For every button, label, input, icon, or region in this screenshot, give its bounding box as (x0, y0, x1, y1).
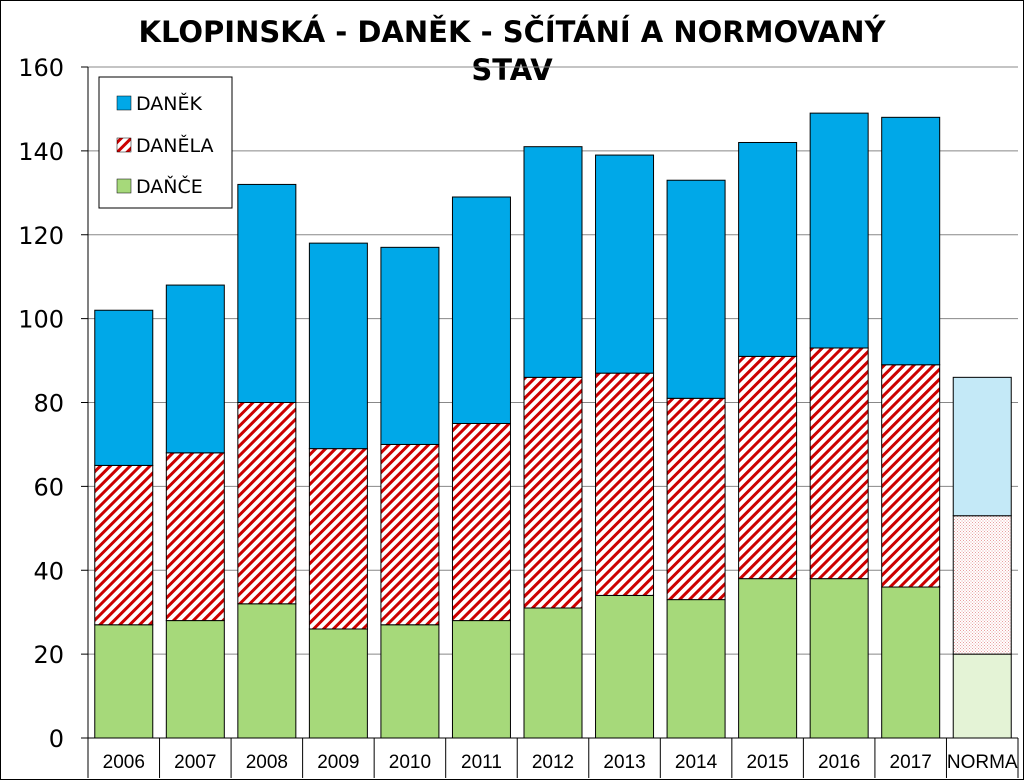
bar-2013-daněk (595, 154, 655, 374)
x-tick-label: 2007 (174, 752, 216, 773)
bar-2017-daněk (881, 116, 941, 366)
bar-2011-daňče (451, 620, 511, 739)
bar-2013-daňče (595, 594, 655, 739)
bar-2016-daňče (809, 578, 869, 739)
bar-2014-daněk (666, 179, 726, 399)
bar-2010-daněla (380, 443, 440, 626)
x-tick-label: 2014 (675, 752, 718, 773)
y-tick-label: 160 (18, 54, 64, 82)
legend-label-danek: DANĚK (136, 92, 203, 115)
bar-2012-daněk (523, 146, 583, 378)
x-tick-label: 2017 (890, 752, 932, 773)
chart-title-line-1: KLOPINSKÁ - DANĚK - SČÍTÁNÍ A NORMOVANÝ (138, 15, 886, 49)
bar-2015-daňče (738, 578, 798, 739)
bars (94, 112, 1012, 739)
bar-2008-daňče (237, 603, 297, 739)
bar-2006-daňče (94, 624, 154, 739)
x-tick-label: 2010 (389, 752, 431, 773)
bar-2009-daněla (308, 448, 368, 630)
bar-2009-daněk (308, 242, 368, 450)
x-tick-label: 2015 (746, 752, 788, 773)
bar-NORMA-daněla (952, 515, 1012, 655)
y-tick-label: 140 (18, 138, 64, 166)
bar-2009-daňče (308, 628, 368, 739)
bar-2015-daněk (738, 141, 798, 357)
bar-2008-daněk (237, 183, 297, 403)
x-tick-label: 2006 (103, 752, 145, 773)
legend-label-danela: DANĚLA (136, 134, 214, 157)
bar-2011-daněla (451, 422, 511, 622)
bar-2007-daněk (165, 284, 225, 454)
bar-2012-daňče (523, 607, 583, 739)
bar-2007-daňče (165, 620, 225, 739)
y-tick-label: 100 (18, 306, 64, 334)
y-tick-label: 80 (33, 390, 64, 418)
x-tick-label: NORMA (947, 752, 1018, 773)
axes (87, 67, 1018, 778)
legend-swatch-dance (116, 178, 132, 194)
y-tick-label: 0 (49, 725, 64, 753)
y-tick-label: 40 (33, 557, 64, 585)
y-axis-tick-labels: 0 20 40 60 80 100 120 140 160 (18, 54, 64, 753)
y-tick-label: 60 (33, 473, 64, 501)
bar-2014-daňče (666, 599, 726, 739)
legend-label-dance: DAŇČE (136, 174, 203, 198)
bar-2010-daňče (380, 624, 440, 739)
y-tick-label: 20 (33, 641, 64, 669)
bar-2008-daněla (237, 402, 297, 605)
bar-2006-daněk (94, 309, 154, 466)
x-tick-label: 2009 (317, 752, 359, 773)
bar-2016-daněk (809, 112, 869, 349)
bar-2014-daněla (666, 397, 726, 601)
x-tick-label: 2016 (818, 752, 860, 773)
bar-2016-daněla (809, 347, 869, 580)
bar-2006-daněla (94, 464, 154, 626)
bar-2017-daňče (881, 586, 941, 739)
chart-title-line-2: STAV (471, 53, 553, 87)
x-tick-label: 2013 (603, 752, 645, 773)
bar-2010-daněk (380, 246, 440, 445)
bar-2017-daněla (881, 364, 941, 588)
bar-NORMA-daněk (952, 376, 1012, 517)
legend-swatch-danela (116, 137, 132, 153)
legend: DANĚK DANĚLA DAŇČE (98, 76, 233, 209)
bar-2007-daněla (165, 452, 225, 622)
legend-swatch-danek (116, 95, 132, 111)
x-tick-label: 2012 (532, 752, 574, 773)
bar-2013-daněla (595, 372, 655, 596)
x-tick-label: 2011 (461, 752, 502, 773)
x-axis-tick-labels: 2006 2007 2008 2009 2010 2011 2012 2013 2014 2015… (103, 738, 1019, 778)
bar-2015-daněla (738, 355, 798, 580)
bar-2012-daněla (523, 376, 583, 609)
bar-2011-daněk (451, 196, 511, 424)
x-tick-label: 2008 (246, 752, 288, 773)
y-tick-label: 120 (18, 222, 64, 250)
bar-NORMA-daňče (952, 653, 1012, 739)
